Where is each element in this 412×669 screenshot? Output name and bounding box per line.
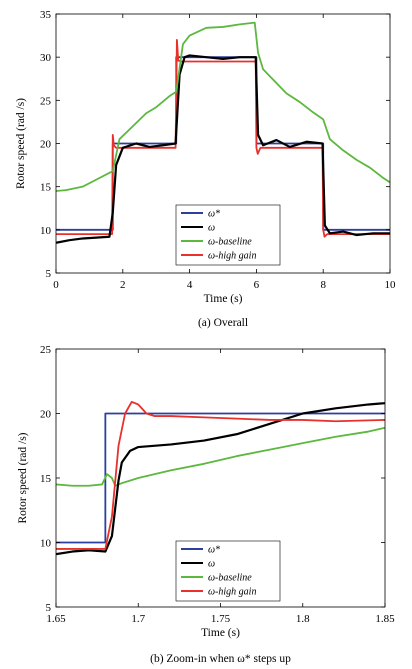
x-tick-label: 4 <box>187 279 193 291</box>
legend: ω* ω ω-baseline ω-high gain <box>175 204 281 266</box>
y-axis-label: Rotor speed (rad /s) <box>15 98 27 189</box>
y-tick-label: 15 <box>40 182 52 194</box>
series-line-3 <box>56 54 390 244</box>
y-tick-label: 25 <box>40 344 52 356</box>
x-tick-label: 1.85 <box>375 613 395 625</box>
chart-panel-2: 1.65 1.7 1.75 1.8 1.85 5 10 15 20 25 Time (s) Rotor… <box>17 344 395 665</box>
y-tick-label: 5 <box>46 602 52 614</box>
y-tick-label: 20 <box>40 409 52 421</box>
x-tick-label: 1.75 <box>211 613 231 625</box>
legend-entry: ω* <box>208 545 220 556</box>
series-line-1 <box>56 56 390 231</box>
legend: ω* ω ω-baseline ω-high gain <box>175 540 281 602</box>
panel-caption: (b) Zoom-in when ω* steps up <box>150 653 291 665</box>
x-tick-label: 10 <box>385 279 397 291</box>
legend-entry: ω <box>208 223 215 234</box>
y-tick-label: 10 <box>40 538 52 550</box>
x-tick-label: 1.7 <box>131 613 145 625</box>
legend-entry: ω* <box>208 209 220 220</box>
x-tick-label: 1.65 <box>46 613 66 625</box>
legend-entry: ω-baseline <box>208 237 252 248</box>
x-tick-label: 1.8 <box>296 613 310 625</box>
legend-entry: ω-baseline <box>208 573 252 584</box>
y-tick-label: 25 <box>40 95 52 107</box>
y-tick-label: 20 <box>40 139 52 151</box>
y-tick-label: 15 <box>40 473 52 485</box>
chart-panel-1: 0 2 4 6 8 10 5 10 15 20 25 30 35 Time (s) Rotor speed … <box>15 9 396 329</box>
x-tick-label: 6 <box>254 279 260 291</box>
series-line-2 <box>56 39 390 238</box>
series-line-4 <box>56 21 390 192</box>
x-axis-label: Time (s) <box>201 627 240 639</box>
x-tick-label: 2 <box>120 279 126 291</box>
y-tick-label: 5 <box>46 268 52 280</box>
series-group <box>56 21 390 244</box>
x-tick-label: 8 <box>320 279 326 291</box>
series-group <box>56 400 385 556</box>
y-tick-label: 30 <box>40 52 52 64</box>
legend-entry: ω-high gain <box>208 587 256 598</box>
series-line-4 <box>56 400 385 550</box>
y-axis-label: Rotor speed (rad /s) <box>17 432 29 523</box>
legend-entry: ω <box>208 559 215 570</box>
series-line-3 <box>56 402 385 556</box>
legend-entry: ω-high gain <box>208 251 256 262</box>
series-line-2 <box>56 426 385 487</box>
y-tick-label: 35 <box>40 9 52 21</box>
x-tick-label: 0 <box>53 279 59 291</box>
x-axis-label: Time (s) <box>204 293 243 305</box>
panel-caption: (a) Overall <box>198 317 248 329</box>
y-tick-label: 10 <box>40 225 52 237</box>
